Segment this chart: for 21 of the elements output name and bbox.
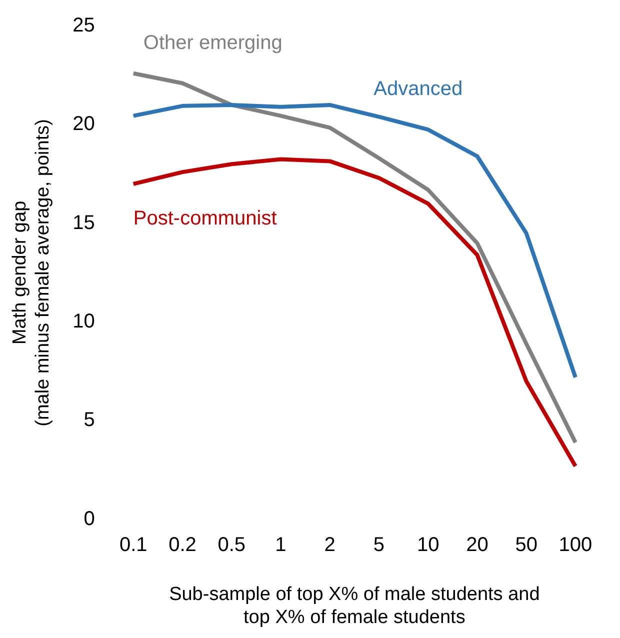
y-tick-label: 15 — [72, 212, 95, 234]
x-tick-label: 2 — [324, 534, 336, 556]
x-tick-label: 10 — [416, 534, 440, 556]
x-tick-label: 50 — [515, 534, 538, 556]
x-tick-label: 100 — [558, 534, 592, 556]
x-tick-label: 20 — [466, 534, 488, 556]
x-tick-label: 0.5 — [218, 534, 246, 556]
y-axis-title: Math gender gap (male minus female average, points) — [10, 119, 54, 426]
x-tick-label: 0.2 — [168, 534, 196, 556]
x-tick-label: 5 — [373, 534, 385, 556]
x-tick-label: 0.1 — [120, 534, 148, 556]
y-tick-label: 5 — [84, 409, 95, 432]
y-tick-label: 0 — [84, 508, 95, 530]
x-axis-title: Sub-sample of top X% of male students and top X% of female students — [169, 584, 540, 628]
series-label: Advanced — [374, 78, 463, 100]
y-tick-label: 10 — [72, 310, 95, 333]
y-tick-label: 20 — [72, 113, 95, 136]
series-label: Post-communist — [133, 207, 278, 230]
x-tick-label: 1 — [275, 534, 286, 556]
y-tick-label: 25 — [72, 14, 95, 37]
series-label: Other emerging — [143, 32, 282, 54]
